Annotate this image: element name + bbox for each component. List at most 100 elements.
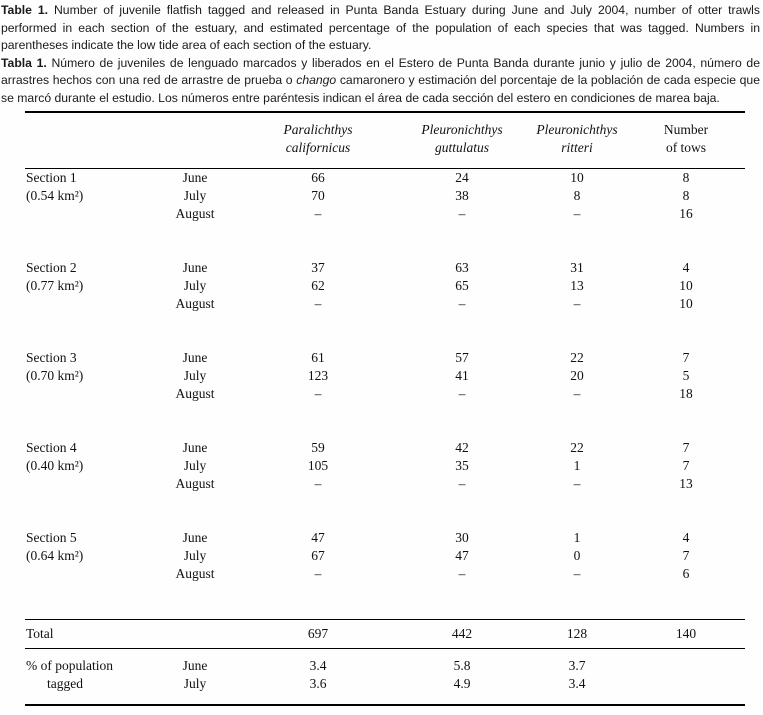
- spacer-row: [25, 223, 745, 259]
- column-header-californicus: Paralichthys californicus: [239, 111, 397, 169]
- value-cell-guttulatus: 38: [455, 188, 469, 203]
- species-genus: Pleuronichthys: [536, 122, 618, 137]
- total-guttulatus: 442: [397, 619, 527, 649]
- table-row: August – – – 6: [25, 565, 745, 583]
- caption-spanish-text-before: Número de juveniles de lenguado marcados…: [1, 55, 760, 88]
- table-row: August – – – 13: [25, 475, 745, 493]
- month-cell: July: [183, 278, 207, 293]
- value-cell-tows: 7: [682, 440, 690, 455]
- pct-row: tagged July 3.6 4.9 3.4: [25, 675, 745, 693]
- table-row: Section 3 June 61 57 22 7: [25, 349, 745, 367]
- value-cell-ritteri: 1: [573, 530, 581, 545]
- pct-cell-ritteri: 3.7: [568, 658, 586, 673]
- value-cell-tows: 4: [682, 530, 690, 545]
- value-cell-guttulatus: 35: [455, 458, 469, 473]
- month-cell: August: [175, 476, 215, 491]
- pct-row: % of population June 3.4 5.8 3.7: [25, 649, 745, 676]
- month-cell: June: [182, 350, 208, 365]
- section-area-cell: (0.64 km²): [26, 548, 84, 563]
- value-cell-ritteri: 20: [570, 368, 584, 383]
- value-cell-californicus: 47: [311, 530, 325, 545]
- value-cell-tows: 7: [682, 548, 690, 563]
- caption-english-text: Number of juvenile flatfish tagged and r…: [1, 3, 760, 52]
- value-cell-ritteri: 22: [570, 440, 584, 455]
- value-cell-guttulatus: –: [458, 206, 466, 221]
- caption-spanish-label: Tabla 1.: [1, 55, 47, 70]
- caption-spanish-italic-word: chango: [296, 73, 337, 87]
- spacer-cell: [25, 223, 745, 259]
- column-header-tows: Number of tows: [627, 111, 745, 169]
- section-name-cell: Section 3: [26, 350, 77, 365]
- spacer-cell: [25, 313, 745, 349]
- section-name-cell: Section 5: [26, 530, 77, 545]
- value-cell-californicus: 37: [311, 260, 325, 275]
- month-cell: July: [183, 676, 207, 691]
- value-cell-tows: 16: [679, 206, 693, 221]
- bottom-rule-row: [25, 693, 745, 706]
- value-cell-ritteri: –: [573, 386, 581, 401]
- value-cell-guttulatus: –: [458, 476, 466, 491]
- pct-cell-tows: [627, 675, 745, 693]
- month-cell: June: [182, 440, 208, 455]
- value-cell-ritteri: –: [573, 566, 581, 581]
- total-row: Total 697 442 128 140: [25, 619, 745, 649]
- value-cell-guttulatus: 41: [455, 368, 469, 383]
- value-cell-tows: 10: [679, 278, 693, 293]
- value-cell-californicus: 66: [311, 170, 325, 185]
- total-tows: 140: [627, 619, 745, 649]
- month-cell: August: [175, 386, 215, 401]
- value-cell-guttulatus: –: [458, 296, 466, 311]
- value-cell-californicus: 67: [311, 548, 325, 563]
- table-row: (0.54 km²) July 70 38 8 8: [25, 187, 745, 205]
- section-area-cell: (0.40 km²): [26, 458, 84, 473]
- value-cell-californicus: 105: [307, 458, 329, 473]
- value-cell-guttulatus: 65: [455, 278, 469, 293]
- spacer-row: [25, 583, 745, 620]
- table-row: Section 5 June 47 30 1 4: [25, 529, 745, 547]
- value-cell-guttulatus: –: [458, 566, 466, 581]
- data-table: Paralichthys californicus Pleuronichthys g…: [25, 111, 745, 706]
- table-row: (0.40 km²) July 105 35 1 7: [25, 457, 745, 475]
- value-cell-californicus: 61: [311, 350, 325, 365]
- pct-label-line1: % of population: [26, 658, 113, 673]
- species-epithet: californicus: [285, 139, 351, 155]
- table-header-row: Paralichthys californicus Pleuronichthys g…: [25, 111, 745, 169]
- month-cell: August: [175, 206, 215, 221]
- value-cell-tows: 8: [682, 188, 690, 203]
- caption-english-label: Table 1.: [1, 3, 49, 17]
- spacer-cell: [25, 583, 745, 620]
- value-cell-tows: 7: [682, 350, 690, 365]
- pct-cell-guttulatus: 5.8: [453, 658, 471, 673]
- table-row: August – – – 18: [25, 385, 745, 403]
- table-row: August – – – 10: [25, 295, 745, 313]
- value-cell-tows: 18: [679, 386, 693, 401]
- bottom-rule-cell: [25, 693, 745, 706]
- value-cell-tows: 10: [679, 296, 693, 311]
- table-row: Section 2 June 37 63 31 4: [25, 259, 745, 277]
- month-cell: July: [183, 548, 207, 563]
- species-genus: Paralichthys: [283, 122, 353, 137]
- value-cell-ritteri: 10: [570, 170, 584, 185]
- value-cell-guttulatus: 30: [455, 530, 469, 545]
- column-header-guttulatus: Pleuronichthys guttulatus: [397, 111, 527, 169]
- section-empty-cell: [25, 565, 151, 583]
- value-cell-ritteri: 31: [570, 260, 584, 275]
- value-cell-ritteri: 1: [573, 458, 581, 473]
- value-cell-ritteri: 22: [570, 350, 584, 365]
- value-cell-californicus: 62: [311, 278, 325, 293]
- section-name-cell: Section 4: [26, 440, 77, 455]
- pct-cell-californicus: 3.6: [309, 676, 327, 691]
- value-cell-guttulatus: 63: [455, 260, 469, 275]
- month-cell: July: [183, 368, 207, 383]
- value-cell-guttulatus: 24: [455, 170, 469, 185]
- value-cell-californicus: 70: [311, 188, 325, 203]
- total-ritteri: 128: [527, 619, 627, 649]
- value-cell-californicus: –: [314, 386, 322, 401]
- spacer-row: [25, 403, 745, 439]
- table-row: Section 4 June 59 42 22 7: [25, 439, 745, 457]
- value-cell-tows: 13: [679, 476, 693, 491]
- month-cell: June: [182, 530, 208, 545]
- total-label: Total: [25, 619, 151, 649]
- value-cell-californicus: –: [314, 206, 322, 221]
